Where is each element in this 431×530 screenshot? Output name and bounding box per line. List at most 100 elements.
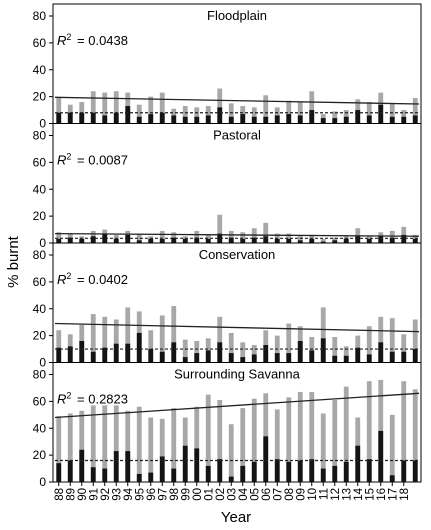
bar-total — [332, 111, 338, 124]
bar-dry — [67, 346, 73, 363]
x-tick-label: 93 — [111, 488, 123, 501]
bar-dry — [79, 341, 85, 363]
bar-total — [159, 315, 165, 363]
x-tick-labels: 88 89 90 91 92 93 94 95 96 97 98 99 00 01 02 03 04 05 06 07… — [54, 482, 411, 501]
bar-total — [194, 341, 200, 363]
x-tick-label: 10 — [307, 488, 319, 501]
bar-dry — [297, 341, 303, 363]
bar-dry — [320, 338, 326, 363]
bar-dry — [309, 238, 315, 243]
r-squared-label: R2 = 0.0087 — [57, 152, 128, 168]
bar-dry — [90, 351, 96, 363]
bar-dry — [320, 241, 326, 243]
bar-dry — [171, 237, 177, 243]
bar-dry — [67, 237, 73, 243]
bar-total — [309, 391, 315, 482]
x-axis-label: Year — [221, 509, 251, 526]
bar-total — [332, 336, 338, 363]
bar-dry — [228, 237, 234, 243]
bar-dry — [263, 116, 269, 124]
bar-dry — [251, 237, 257, 243]
r-squared-label: R2 = 0.0402 — [57, 271, 128, 287]
x-tick-label: 91 — [88, 488, 100, 501]
bar-dry — [286, 353, 292, 363]
bar-dry — [332, 355, 338, 363]
bar-dry — [56, 238, 62, 243]
bar-total — [159, 230, 165, 243]
bar-dry — [125, 106, 131, 124]
bar-dry — [90, 467, 96, 482]
bar-dry — [102, 468, 108, 482]
bar-dry — [343, 355, 349, 363]
bar-total — [125, 307, 131, 363]
bar-dry — [90, 112, 96, 124]
bar-total — [159, 418, 165, 482]
bar-total — [240, 408, 246, 482]
bar-dry — [217, 342, 223, 363]
bar-dry — [309, 459, 315, 482]
bar-total — [56, 97, 62, 124]
bar-total — [251, 345, 257, 363]
bar-dry — [389, 475, 395, 482]
bar-total — [366, 102, 372, 124]
chart-panels: 0 20 40 60 80 Floodplain R2 = 0.0438 0 20 40 60 80 P… — [33, 3, 422, 489]
bar-dry — [136, 116, 142, 124]
panel-4: 0 20 40 60 80 Surrounding Savanna R2 = 0.2823 — [33, 362, 422, 489]
bar-total — [240, 342, 246, 363]
bar-dry — [102, 347, 108, 363]
bar-dry — [355, 347, 361, 363]
bar-dry — [205, 350, 211, 363]
bar-dry — [355, 236, 361, 243]
panel-2: 0 20 40 60 80 Pastoral R2 = 0.0087 — [33, 123, 422, 250]
bar-total — [251, 398, 257, 482]
bar-total — [251, 107, 257, 124]
x-tick-label: 11 — [318, 488, 330, 500]
bar-total — [309, 336, 315, 363]
x-tick-label: 04 — [238, 487, 250, 500]
bar-total — [90, 91, 96, 124]
bar-dry — [389, 351, 395, 363]
x-tick-label: 13 — [341, 488, 353, 501]
bar-total — [159, 92, 165, 124]
bar-dry — [309, 110, 315, 124]
trend-line — [54, 96, 420, 105]
bar-total — [309, 91, 315, 124]
bar-dry — [343, 238, 349, 243]
bar-dry — [102, 115, 108, 124]
bar-total — [228, 424, 234, 482]
bar-dry — [286, 461, 292, 482]
bar-dry — [378, 342, 384, 363]
x-tick-label: 99 — [180, 488, 192, 501]
r-squared-label: R2 = 0.2823 — [57, 391, 128, 407]
bar-dry — [228, 476, 234, 482]
bar-dry — [389, 237, 395, 243]
bar-dry — [159, 238, 165, 243]
bar-dry — [366, 238, 372, 243]
bar-total — [274, 409, 280, 482]
bar-dry — [148, 238, 154, 243]
bar-dry — [332, 465, 338, 482]
bar-total — [102, 405, 108, 482]
bar-dry — [412, 460, 418, 482]
bar-total — [102, 92, 108, 124]
bar-total — [263, 222, 269, 243]
bar-dry — [67, 112, 73, 124]
bar-total — [263, 95, 269, 124]
bar-dry — [378, 430, 384, 482]
x-tick-label: 02 — [215, 488, 227, 501]
bar-dry — [240, 357, 246, 363]
bar-total — [228, 230, 234, 243]
bar-dry — [263, 236, 269, 243]
bar-dry — [113, 238, 119, 243]
bar-total — [389, 230, 395, 243]
bar-dry — [320, 468, 326, 482]
bar-total — [194, 406, 200, 482]
bar-dry — [274, 459, 280, 482]
bar-dry — [205, 238, 211, 243]
bar-dry — [378, 104, 384, 124]
bar-dry — [113, 343, 119, 363]
bar-total — [217, 316, 223, 363]
bar-dry — [401, 460, 407, 482]
bar-dry — [79, 112, 85, 124]
